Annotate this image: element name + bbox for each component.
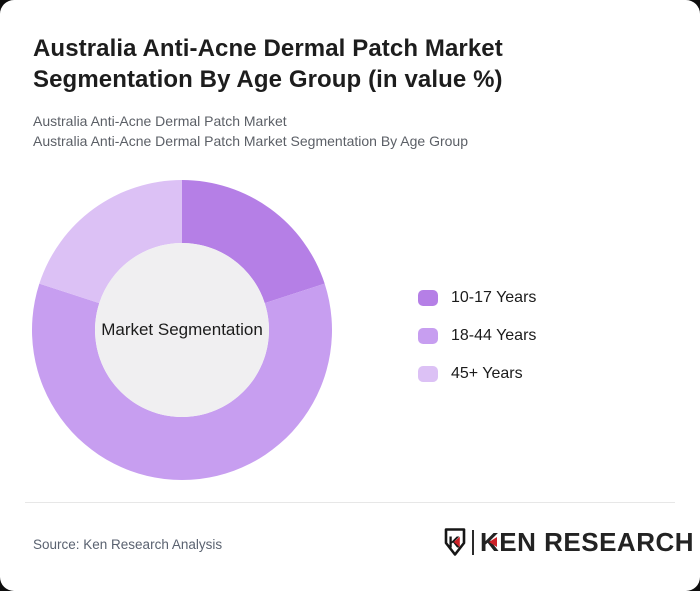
legend-item: 10-17 Years — [418, 288, 536, 308]
legend-swatch-icon — [418, 328, 438, 344]
subtitle-line-1: Australia Anti-Acne Dermal Patch Market — [33, 113, 287, 129]
donut-segment-10-17-years — [182, 180, 325, 304]
legend-label: 45+ Years — [451, 365, 523, 382]
logo-red-triangle-icon — [488, 537, 497, 547]
donut-center-circle — [95, 243, 269, 417]
donut-chart: Market Segmentation — [32, 180, 332, 480]
legend-swatch-icon — [418, 366, 438, 382]
donut-segment-45-years — [39, 180, 182, 304]
legend-item: 45+ Years — [418, 364, 536, 384]
footer-divider — [25, 502, 675, 503]
source-text: Source: Ken Research Analysis — [33, 537, 223, 552]
legend-label: 10-17 Years — [451, 289, 537, 306]
subtitle-block: Australia Anti-Acne Dermal Patch Market … — [33, 111, 468, 151]
legend-item: 18-44 Years — [418, 326, 536, 346]
logo-text-label: KEN RESEARCH — [480, 527, 695, 557]
logo-divider — [472, 529, 474, 555]
logo-wordmark: KEN RESEARCH — [480, 527, 694, 557]
donut-svg — [32, 180, 332, 480]
donut-segment-18-44-years — [32, 283, 332, 480]
legend-swatch-icon — [418, 290, 438, 306]
subtitle-line-2: Australia Anti-Acne Dermal Patch Market … — [33, 133, 468, 149]
chart-legend: 10-17 Years 18-44 Years 45+ Years — [418, 288, 536, 402]
logo-shield-icon: K — [444, 528, 466, 556]
legend-label: 18-44 Years — [451, 327, 537, 344]
ken-research-logo: K KEN RESEARCH — [443, 526, 694, 558]
svg-text:K: K — [448, 535, 460, 552]
page-title: Australia Anti-Acne Dermal Patch Market … — [33, 35, 503, 93]
